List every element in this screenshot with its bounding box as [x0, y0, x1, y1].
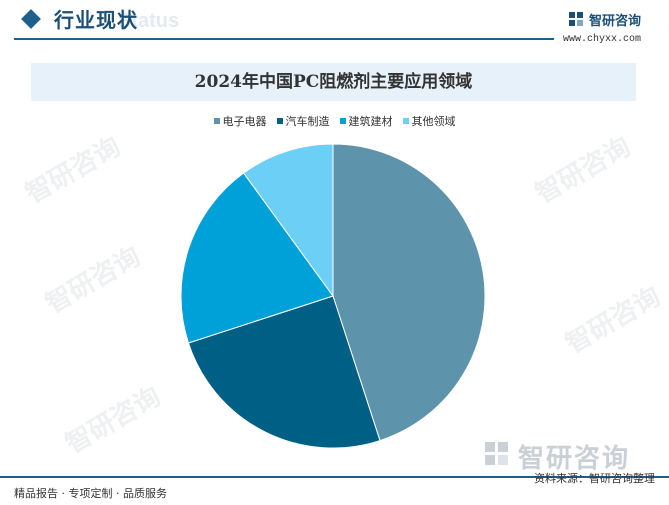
- source-note: 资料来源：智研咨询整理: [534, 472, 655, 485]
- legend-label: 汽车制造: [285, 115, 330, 128]
- brand-logo-icon: [569, 12, 583, 26]
- brand-watermark-large: 智研咨询: [484, 438, 664, 474]
- footer-slogan: 精品报告 · 专项定制 · 品质服务: [14, 487, 167, 500]
- legend-label: 电子电器: [222, 115, 267, 128]
- legend-item: 其他领域: [402, 112, 456, 130]
- pie-slice-3: [180, 172, 334, 344]
- footer-divider: [0, 476, 669, 478]
- legend-swatch: [276, 118, 283, 124]
- brand-logo: 智研咨询: [568, 10, 660, 30]
- chart-title: 2024年中国PC阻燃剂主要应用领域: [194, 72, 473, 92]
- pie-slice-1: [332, 143, 486, 442]
- pie-slice-2: [187, 295, 381, 449]
- header-divider: [14, 38, 554, 40]
- legend-item: 电子电器: [213, 112, 267, 130]
- brand-watermark-text: 智研咨询: [518, 444, 631, 474]
- header-ghost-text: Status: [118, 10, 180, 32]
- chart-legend: 电子电器 汽车制造 建筑建材 其他领域: [0, 112, 669, 130]
- brand-watermark-icon: [485, 442, 508, 465]
- legend-label: 其他领域: [411, 115, 456, 128]
- footer: 精品报告 · 专项定制 · 品质服务: [0, 476, 669, 505]
- brand-logo-text: 智研咨询: [589, 14, 642, 29]
- legend-swatch: [213, 118, 220, 124]
- legend-swatch: [402, 118, 409, 124]
- header: Status 行业现状: [0, 0, 669, 44]
- legend-item: 建筑建材: [339, 112, 393, 130]
- chart-title-bar: 2024年中国PC阻燃剂主要应用领域: [31, 63, 636, 101]
- brand-url: www.chyxx.com: [563, 34, 642, 45]
- legend-swatch: [339, 118, 346, 124]
- legend-label: 建筑建材: [348, 115, 393, 128]
- legend-item: 汽车制造: [276, 112, 330, 130]
- pie-slice-4: [242, 143, 334, 298]
- header-title: 行业现状: [54, 8, 138, 32]
